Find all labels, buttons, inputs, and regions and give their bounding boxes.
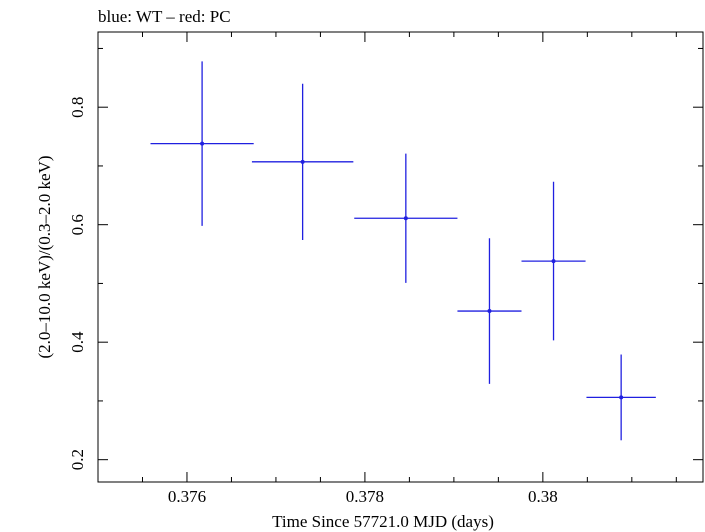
y-tick-label: 0.2: [68, 449, 87, 470]
y-tick-label: 0.4: [68, 331, 87, 353]
y-tick-label: 0.6: [68, 214, 87, 235]
data-marker: [487, 309, 492, 314]
data-marker: [403, 216, 408, 221]
data-point: [521, 181, 586, 341]
data-point: [251, 83, 354, 240]
data-point: [586, 354, 656, 441]
chart-title: blue: WT – red: PC: [98, 7, 231, 26]
data-marker: [200, 141, 205, 146]
data-series: [150, 61, 656, 441]
y-tick-label: 0.8: [68, 97, 87, 118]
y-axis-label: (2.0–10.0 keV)/(0.3–2.0 keV): [35, 155, 54, 358]
data-point: [354, 153, 458, 283]
x-axis-label: Time Since 57721.0 MJD (days): [272, 512, 494, 531]
data-point: [457, 238, 522, 384]
x-tick-label: 0.38: [528, 487, 558, 506]
plot-frame: [97, 31, 704, 483]
data-marker: [619, 395, 624, 400]
axis-tick-labels: 0.376 0.378 0.38 0.2 0.4 0.6 0.8: [68, 97, 558, 506]
data-point: [150, 61, 254, 226]
data-marker: [551, 259, 556, 264]
data-marker: [300, 159, 305, 164]
x-tick-label: 0.376: [168, 487, 206, 506]
axis-ticks: [97, 32, 703, 482]
x-tick-label: 0.378: [346, 487, 384, 506]
